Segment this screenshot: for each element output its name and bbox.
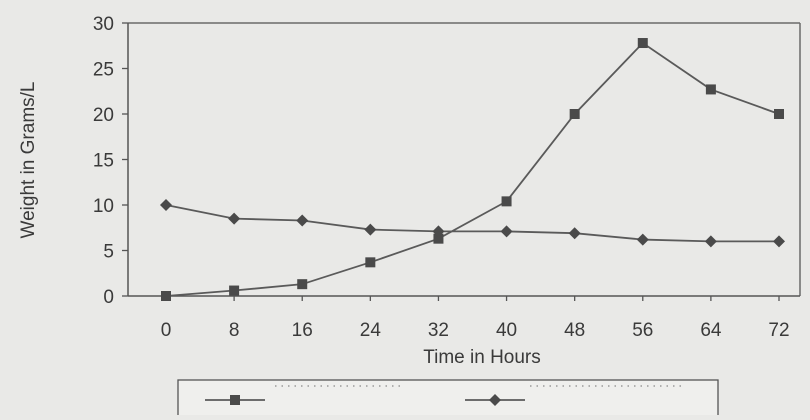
x-axis-label: Time in Hours [423,347,541,368]
y-tick-label: 25 [93,60,114,81]
series-1-point [569,109,580,119]
series-2-point [773,235,785,248]
y-tick-label: 5 [103,242,114,263]
series-1-line [165,41,780,297]
series-1-point [705,84,716,95]
x-tick-label: 0 [161,320,172,341]
series-2-line [165,204,779,243]
y-tick-label: 10 [93,196,114,217]
x-tick-label: 64 [700,320,722,341]
series-1-point [501,196,512,207]
series-2-point [568,227,581,240]
series-1-point [297,279,308,290]
x-tick-label: 24 [360,320,382,341]
y-tick-label: 20 [93,105,114,126]
series-2-point [160,199,172,211]
series-1-point [433,233,444,244]
series-2-point [296,214,309,227]
y-tick-label: 0 [103,287,114,308]
legend-marker-series-1 [230,395,240,405]
y-axis-label: Weight in Grams/L [18,82,39,239]
x-tick-label: 72 [768,320,789,341]
legend-box [177,379,719,420]
legend-marker-series-2 [489,394,501,406]
series-2-point [432,225,445,238]
series-1-point [774,109,784,119]
x-tick-label: 48 [564,320,585,341]
series-2-point [364,223,377,236]
x-tick-label: 8 [229,320,240,341]
series-1-point [161,291,171,301]
series-2-point [704,235,717,248]
x-tick-label: 16 [292,320,313,341]
series-1-point [365,257,376,268]
series-2-point [636,233,649,246]
series-1-point [229,285,240,296]
y-tick-label: 15 [93,151,114,172]
x-tick-label: 56 [632,320,653,341]
y-tick-label: 30 [93,14,114,35]
series-2-point [500,225,513,238]
x-tick-label: 40 [496,320,517,341]
series-2-point [228,212,241,225]
series-1-point [637,38,648,49]
x-tick-label: 32 [428,320,449,341]
